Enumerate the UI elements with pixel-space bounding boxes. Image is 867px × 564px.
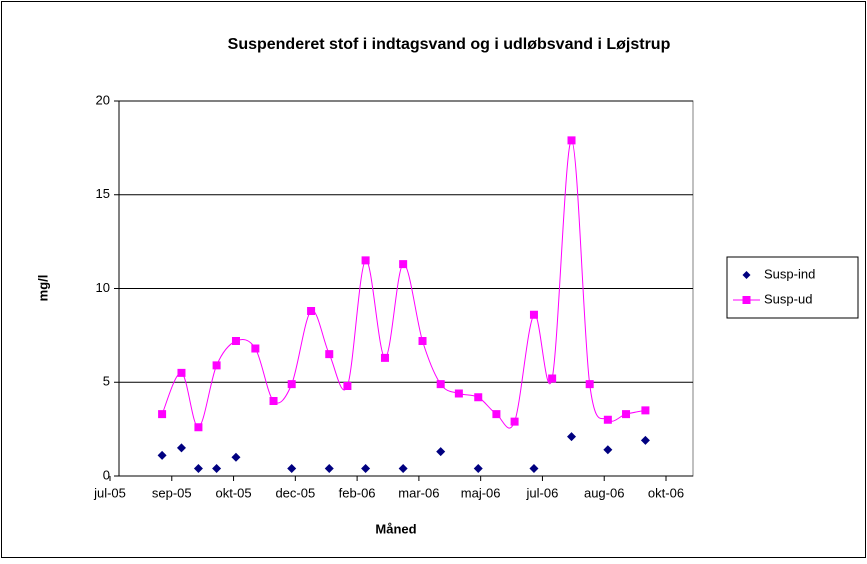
x-tick-label: jul-06: [526, 485, 559, 500]
x-tick-label: sep-05: [152, 485, 192, 500]
marker: [474, 393, 483, 402]
marker: [418, 337, 427, 345]
x-tick-label: dec-05: [275, 485, 315, 500]
marker: [548, 374, 557, 383]
marker: [585, 380, 594, 389]
marker: [567, 136, 576, 145]
marker: [212, 361, 221, 370]
marker: [324, 464, 334, 473]
marker: [567, 432, 577, 442]
marker: [361, 256, 370, 265]
marker: [307, 307, 316, 315]
chart-title: Suspenderet stof i indtagsvand og i udlø…: [228, 36, 671, 53]
marker: [622, 410, 631, 419]
marker: [176, 443, 186, 453]
marker: [158, 410, 167, 419]
marker: [194, 423, 203, 432]
marker: [231, 452, 241, 462]
x-tick-label: okt-06: [648, 485, 684, 500]
marker: [212, 464, 222, 473]
y-tick-label: 15: [96, 186, 110, 201]
x-axis-label: Måned: [375, 521, 416, 536]
marker: [157, 450, 167, 460]
marker: [269, 397, 278, 405]
marker: [399, 260, 408, 269]
y-tick-label: 20: [96, 92, 110, 107]
marker: [231, 337, 240, 345]
marker: [603, 445, 613, 455]
marker: [177, 368, 186, 377]
marker: [492, 410, 501, 419]
x-tick-label: feb-06: [339, 485, 376, 500]
marker: [529, 310, 538, 319]
y-tick-label: 10: [96, 280, 110, 295]
marker: [287, 464, 297, 473]
legend-label: Susp-ind: [764, 266, 815, 281]
marker: [640, 435, 650, 445]
marker: [436, 380, 445, 389]
marker: [473, 464, 483, 473]
marker: [529, 464, 539, 473]
y-tick-label: 0: [103, 467, 110, 482]
legend-marker: [742, 296, 751, 304]
x-tick-label: aug-06: [584, 485, 624, 500]
legend-label: Susp-ud: [764, 291, 812, 306]
marker: [343, 382, 352, 390]
y-axis-label: mg/l: [35, 275, 50, 302]
marker: [361, 464, 371, 473]
marker: [251, 344, 260, 353]
marker: [603, 415, 612, 424]
legend-marker: [742, 271, 751, 279]
x-tick-label: mar-06: [398, 485, 439, 500]
x-tick-label: maj-06: [461, 485, 501, 500]
marker: [193, 464, 203, 473]
marker: [398, 464, 408, 473]
marker: [287, 380, 296, 389]
marker: [325, 350, 334, 359]
marker: [454, 389, 463, 398]
marker: [436, 447, 446, 457]
marker: [380, 353, 389, 362]
x-tick-label: okt-05: [215, 485, 251, 500]
legend: [726, 256, 859, 319]
x-tick-label: jul-05: [93, 485, 126, 500]
marker: [510, 417, 519, 426]
marker: [641, 406, 650, 415]
y-tick-label: 5: [103, 374, 110, 389]
